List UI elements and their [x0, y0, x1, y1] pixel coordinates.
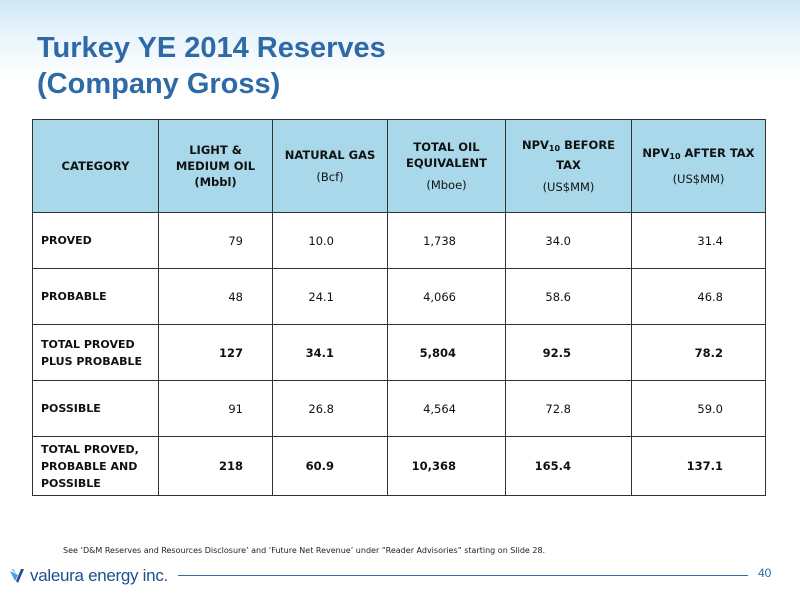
header-total-oil-equivalent: TOTAL OIL EQUIVALENT (Mboe) [387, 119, 506, 213]
cell-gas: 26.8 [272, 380, 388, 437]
top-gradient-band [0, 0, 800, 80]
table-row-probable: PROBABLE 48 24.1 4,066 58.6 46.8 [32, 268, 766, 325]
title-line-1: Turkey YE 2014 Reserves [37, 32, 386, 64]
header-total-oil-equivalent-label: TOTAL OIL EQUIVALENT [406, 140, 487, 170]
header-npv-before-suffix: BEFORE TAX [556, 138, 616, 172]
cell-gas: 24.1 [272, 268, 388, 325]
cell-boe: 1,738 [387, 212, 506, 269]
cell-boe: 4,066 [387, 268, 506, 325]
header-total-oil-equivalent-unit: (Mboe) [426, 178, 467, 192]
footnote: See ‘D&M Reserves and Resources Disclosu… [63, 546, 546, 555]
footer-divider [178, 575, 748, 576]
cell-oil: 218 [158, 436, 273, 496]
header-npv-before-tax: NPV10 BEFORE TAX (US$MM) [505, 119, 632, 213]
table-header-row: CATEGORY LIGHT & MEDIUM OIL (Mbbl) NATUR… [32, 119, 766, 213]
cell-npv-after: 31.4 [631, 212, 766, 269]
header-light-medium-oil: LIGHT & MEDIUM OIL (Mbbl) [158, 119, 273, 213]
header-npv-after-subscript: 10 [669, 152, 681, 161]
header-natural-gas: NATURAL GAS (Bcf) [272, 119, 388, 213]
table-row-proved: PROVED 79 10.0 1,738 34.0 31.4 [32, 212, 766, 269]
header-natural-gas-label: NATURAL GAS [284, 148, 376, 162]
cell-gas: 34.1 [272, 324, 388, 381]
cell-oil: 91 [158, 380, 273, 437]
cell-npv-after: 46.8 [631, 268, 766, 325]
header-natural-gas-unit: (Bcf) [316, 170, 344, 184]
reserves-table: CATEGORY LIGHT & MEDIUM OIL (Mbbl) NATUR… [32, 119, 766, 496]
header-npv-after-unit: (US$MM) [672, 172, 725, 186]
company-logo: valeura energy inc. [8, 563, 168, 589]
cell-boe: 4,564 [387, 380, 506, 437]
cell-boe: 5,804 [387, 324, 506, 381]
cell-npv-before: 92.5 [505, 324, 632, 381]
cell-npv-after: 137.1 [631, 436, 766, 496]
title-line-2: (Company Gross) [37, 68, 281, 100]
cell-gas: 10.0 [272, 212, 388, 269]
page-title: Turkey YE 2014 Reserves (Company Gross) [37, 30, 386, 102]
table-row-possible: POSSIBLE 91 26.8 4,564 72.8 59.0 [32, 380, 766, 437]
row-category: PROVED [32, 212, 159, 269]
cell-oil: 79 [158, 212, 273, 269]
header-npv-before-prefix: NPV [521, 138, 549, 152]
logo-text: valeura energy inc. [30, 566, 168, 585]
header-npv-after-suffix: AFTER TAX [680, 146, 755, 160]
header-category: CATEGORY [32, 119, 159, 213]
page-number: 40 [758, 566, 772, 580]
row-category: TOTAL PROVED, PROBABLE AND POSSIBLE [32, 436, 159, 496]
valeura-logo-icon [10, 569, 24, 583]
row-category: TOTAL PROVED PLUS PROBABLE [32, 324, 159, 381]
cell-npv-before: 165.4 [505, 436, 632, 496]
cell-npv-after: 59.0 [631, 380, 766, 437]
table-row-total-all: TOTAL PROVED, PROBABLE AND POSSIBLE 218 … [32, 436, 766, 496]
cell-oil: 48 [158, 268, 273, 325]
cell-npv-before: 72.8 [505, 380, 632, 437]
header-npv-after-tax: NPV10 AFTER TAX (US$MM) [631, 119, 766, 213]
cell-gas: 60.9 [272, 436, 388, 496]
header-npv-after-prefix: NPV [642, 146, 670, 160]
cell-npv-before: 58.6 [505, 268, 632, 325]
cell-boe: 10,368 [387, 436, 506, 496]
cell-oil: 127 [158, 324, 273, 381]
header-npv-before-unit: (US$MM) [542, 180, 595, 194]
table-row-total-proved-probable: TOTAL PROVED PLUS PROBABLE 127 34.1 5,80… [32, 324, 766, 381]
row-category: PROBABLE [32, 268, 159, 325]
cell-npv-before: 34.0 [505, 212, 632, 269]
header-npv-before-subscript: 10 [548, 144, 561, 153]
row-category: POSSIBLE [32, 380, 159, 437]
cell-npv-after: 78.2 [631, 324, 766, 381]
